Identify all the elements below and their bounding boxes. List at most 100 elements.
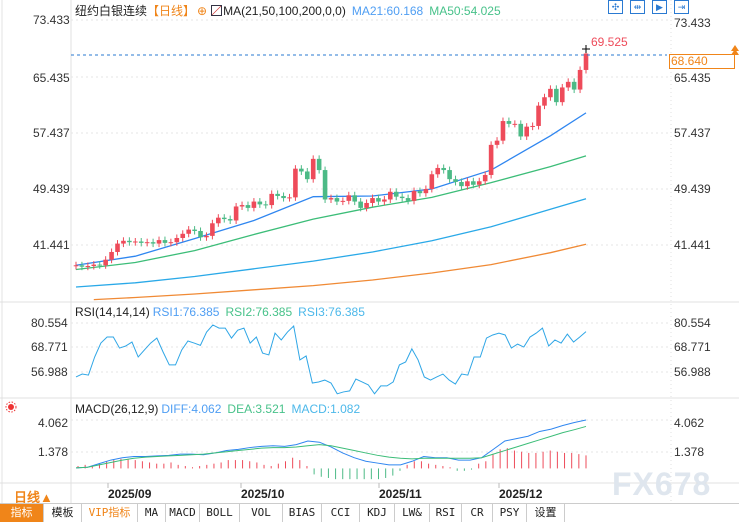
tab-settings[interactable]: 设置 [527,504,565,522]
candle [542,93,547,110]
zoom-range-icon[interactable]: ⇹ [630,0,645,14]
rsi-legend: RSI(14,14,14) RSI1:76.385 RSI2:76.385 RSI3:… [75,305,371,319]
candle [465,177,470,190]
candle [221,214,227,223]
tab-bias[interactable]: BIAS [283,504,322,522]
tab-psy[interactable]: PSY [493,504,527,522]
candle [299,165,304,175]
ma50-value: MA50:54.025 [429,4,501,18]
candle [500,117,506,145]
candle [186,226,191,238]
instrument-name: 纽约白银连续 [75,4,148,18]
tab-boll[interactable]: BOLL [200,504,240,522]
candle [144,238,150,247]
price-tick-left: 41.441 [33,238,70,252]
play-icon[interactable]: ▶ [652,0,667,14]
ma-chart-icon[interactable] [211,5,223,16]
macd-value: MACD:1.082 [291,402,361,416]
rsi-tick-right: 68.771 [674,340,711,354]
ma-params: MA(21,50,100,200,0,0) [223,4,346,18]
rsi3-value: RSI3:76.385 [298,305,365,319]
ma100-line [75,198,587,288]
tab-cci[interactable]: CCI [322,504,360,522]
candle [322,166,328,203]
candle [476,177,482,189]
candle [429,170,435,193]
tab-kdj[interactable]: KDJ [360,504,395,522]
price-tick-left: 49.439 [33,182,70,196]
tab-ma[interactable]: MA [138,504,166,522]
candle [423,185,429,197]
tab-macd[interactable]: MACD [166,504,200,522]
candle [530,122,535,131]
add-indicator-icon[interactable]: ⊕ [197,4,208,18]
candle [162,236,168,247]
main-legend: 纽约白银连续【日线】 ⊕ MA(21,50,100,200,0,0) MA21:60.… [75,4,507,18]
diff-value: DIFF:4.062 [161,402,222,416]
candle [453,175,458,186]
candle [482,171,488,185]
candle [352,191,358,206]
crosshair-marker-icon [582,45,590,53]
candle [233,202,239,224]
tab-lw[interactable]: LW& [395,504,430,522]
candle [210,219,215,240]
candle [435,164,441,178]
period-selector[interactable]: 日线▲ [14,490,53,505]
rsi2-value: RSI2:76.385 [225,305,293,319]
price-tick-right: 65.435 [674,71,711,85]
candle [127,237,132,246]
candle [174,234,180,246]
candle [79,261,85,271]
move-right-icon[interactable]: ⇥ [674,0,689,14]
candle [441,164,446,174]
candle [559,83,565,106]
ma21-value: MA21:60.168 [351,4,424,18]
price-tick-right: 57.437 [674,126,711,140]
price-tick-left: 65.435 [33,71,70,85]
macd-settings-icon[interactable] [5,401,17,413]
candle [405,194,411,205]
tab-vol[interactable]: VOL [240,504,283,522]
candle [382,195,387,206]
macd-params: MACD(26,12,9) [75,402,159,416]
candle [524,123,529,140]
macd-tick-left: 1.378 [38,445,69,459]
candle [150,238,156,248]
candle [494,137,500,149]
current-price-label: 68.640 [669,54,735,69]
candle [571,78,577,94]
candle [198,227,203,241]
crosshair-icon[interactable]: ✣ [608,0,623,14]
ma200-line [93,243,587,301]
macd-tick-right: 1.378 [674,445,705,459]
tab-vip-indicators[interactable]: VIP指标 [82,504,138,522]
price-tick-left: 57.437 [33,126,70,140]
candle [548,85,553,101]
candle [328,194,334,203]
candle [506,117,512,128]
candle [97,261,103,269]
dea-value: DEA:3.521 [227,402,286,416]
high-price-label: 69.525 [591,35,628,49]
candle [263,200,269,209]
candle [109,248,114,264]
candle [275,190,280,200]
candle [340,197,346,206]
candle [293,165,298,201]
rsi-params: RSI(14,14,14) [75,305,150,319]
candle [358,198,363,212]
tab-rsi[interactable]: RSI [430,504,462,522]
time-label: 2025/09 [108,487,152,501]
candle [393,188,399,201]
candle [156,236,162,248]
chart-canvas[interactable] [0,0,739,503]
tab-cr[interactable]: CR [462,504,493,522]
candle [85,262,91,271]
candle [168,238,174,247]
tab-indicators[interactable]: 指标 [0,504,44,522]
price-up-arrow-icon [731,45,739,55]
candle [304,167,310,183]
candle [180,230,186,242]
tab-templates[interactable]: 模板 [44,504,82,522]
